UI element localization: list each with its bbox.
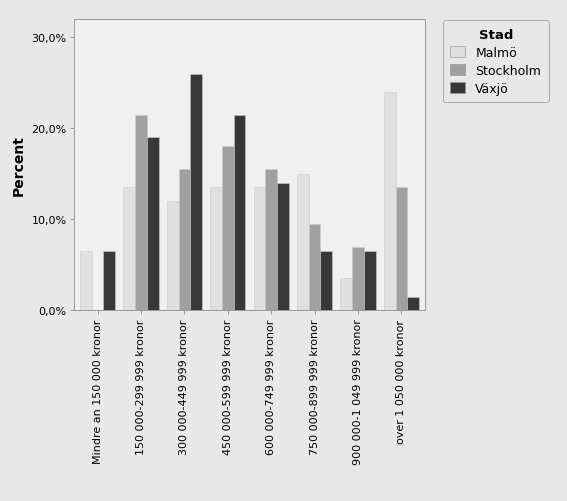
Bar — [210, 188, 222, 311]
Bar — [179, 170, 191, 311]
Bar — [222, 147, 234, 311]
Bar — [340, 279, 352, 311]
Bar — [396, 188, 407, 311]
Bar — [277, 183, 289, 311]
Bar — [308, 224, 320, 311]
Bar — [191, 75, 202, 311]
Bar — [234, 115, 246, 311]
Bar — [124, 188, 135, 311]
Bar — [253, 188, 265, 311]
Bar — [265, 170, 277, 311]
Y-axis label: Percent: Percent — [12, 135, 26, 196]
Legend: Malmö, Stockholm, Växjö: Malmö, Stockholm, Växjö — [443, 21, 549, 103]
Bar — [352, 247, 364, 311]
Bar — [103, 252, 115, 311]
Bar — [167, 201, 179, 311]
Bar — [407, 297, 419, 311]
Bar — [297, 174, 308, 311]
Bar — [135, 115, 147, 311]
Bar — [147, 138, 159, 311]
Bar — [364, 252, 375, 311]
Bar — [320, 252, 332, 311]
Bar — [80, 252, 92, 311]
Bar — [384, 93, 396, 311]
